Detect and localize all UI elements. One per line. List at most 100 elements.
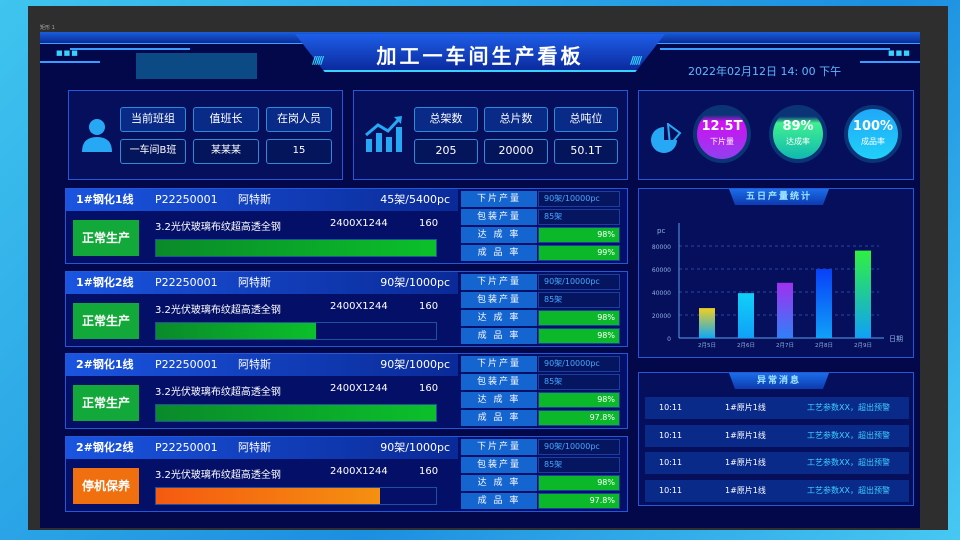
product-name: 3.2光伏玻璃布纹超高透全钢	[155, 469, 281, 481]
stat-label: 成 品 率	[461, 410, 537, 426]
total-pieces-label: 总片数	[484, 107, 548, 132]
alert-line: 1#原片1线	[725, 430, 766, 440]
stat-value: 85架	[538, 456, 620, 473]
x-tick-label: 2月7日	[776, 342, 794, 349]
order-number: P22250001	[155, 275, 218, 289]
progress-bar	[155, 321, 437, 340]
rack-count: 45架/5400pc	[380, 193, 450, 206]
production-line-card: 2#钢化1线 P22250001 阿特斯 90架/1000pc 正常生产 3.2…	[65, 353, 628, 429]
customer: 阿特斯	[238, 275, 271, 289]
stat-row: 达 成 率 98%	[461, 474, 621, 491]
alert-row[interactable]: 10:11 1#原片1线 工艺参数XX，超出预警	[645, 397, 909, 419]
gauge-label: 下片量	[710, 137, 734, 146]
product-size: 2400X1244	[330, 465, 388, 477]
stat-label: 下片产量	[461, 273, 537, 290]
stat-label: 下片产量	[461, 438, 537, 455]
gauge-value: 89%	[782, 119, 814, 134]
progress-bar	[155, 486, 437, 505]
gauge-yield: 100% 成品率	[844, 105, 902, 163]
chart-panel: 五日产量统计 0 20000 40000 60000 80000 pc 日期 2月5日 2月6日…	[638, 188, 914, 358]
alert-line: 1#原片1线	[725, 458, 766, 467]
x-tick-label: 2月6日	[737, 342, 755, 349]
rack-count: 90架/1000pc	[380, 358, 450, 371]
stat-label: 下片产量	[461, 191, 537, 207]
product-qty: 160	[419, 465, 439, 477]
dashboard: ■■■ ■■■ 加工一车间生产看板 ///// ///// 2022年02月12…	[40, 32, 920, 528]
alert-message: 工艺参数XX，超出预警	[807, 430, 890, 440]
status-badge: 停机保养	[73, 467, 139, 504]
stripes-icon: /////	[312, 54, 324, 67]
stat-value: 85架	[538, 291, 620, 308]
stat-row: 包装产量 85架	[461, 456, 621, 473]
alert-time: 10:11	[659, 458, 683, 467]
stat-label: 成 品 率	[461, 492, 537, 509]
stat-value: 90架/10000pc	[538, 438, 620, 455]
leader-value: 某某某	[193, 139, 259, 164]
alert-row[interactable]: 10:11 1#原片1线 工艺参数XX，超出预警	[645, 452, 909, 474]
y-tick-label: 80000	[652, 244, 671, 251]
alert-row[interactable]: 10:11 1#原片1线 工艺参数XX，超出预警	[645, 479, 909, 502]
customer: 阿特斯	[238, 440, 271, 454]
dots-icon: ■■■	[888, 49, 911, 57]
product-qty: 160	[419, 300, 439, 312]
stat-value: 85架	[538, 374, 620, 390]
status-badge: 正常生产	[73, 220, 139, 256]
stat-label: 包装产量	[461, 456, 537, 473]
stat-value: 99%	[538, 245, 620, 261]
alert-line: 1#原片1线	[725, 485, 766, 495]
product-name: 3.2光伏玻璃布纹超高透全钢	[155, 387, 281, 398]
gauges-panel: 12.5T 下片量 89% 达成率 100% 成品率	[638, 90, 914, 180]
staff-label: 在岗人员	[266, 107, 332, 132]
bar-chart: 0 20000 40000 60000 80000 pc 日期 2月5日 2月6日 2月7日 2月8…	[652, 223, 903, 349]
staff-value: 15	[266, 139, 332, 164]
pie-chart-icon	[650, 121, 684, 159]
chart-title: 五日产量统计	[729, 189, 829, 205]
order-number: P22250001	[155, 440, 218, 454]
line-name: 1#钢化2线	[76, 275, 134, 289]
stat-row: 达 成 率 98%	[461, 227, 621, 243]
stat-label: 包装产量	[461, 291, 537, 308]
alert-row[interactable]: 10:11 1#原片1线 工艺参数XX，超出预警	[645, 424, 909, 447]
stat-value: 98%	[538, 474, 620, 491]
shift-panel: 当前班组 值班长 在岗人员 一车间B班 某某某 15	[68, 90, 343, 180]
stat-value: 98%	[538, 227, 620, 243]
stat-label: 包装产量	[461, 209, 537, 225]
gauge-value: 12.5T	[701, 119, 743, 134]
customer: 阿特斯	[238, 358, 271, 371]
product-size: 2400X1244	[330, 383, 388, 394]
rack-count: 90架/1000pc	[380, 275, 450, 289]
order-number: P22250001	[155, 193, 218, 206]
gauge-value: 100%	[852, 119, 894, 134]
stat-value: 85架	[538, 209, 620, 225]
stat-row: 包装产量 85架	[461, 374, 621, 390]
stat-value: 98%	[538, 309, 620, 326]
alerts-title: 异常消息	[729, 373, 829, 389]
header-decor-line	[40, 61, 100, 63]
stat-row: 下片产量 90架/10000pc	[461, 438, 621, 455]
alert-line: 1#原片1线	[725, 403, 766, 412]
gauge-output: 12.5T 下片量	[693, 105, 751, 163]
line-header: 1#钢化1线 P22250001 阿特斯 45架/5400pc	[66, 189, 458, 211]
bar	[699, 308, 715, 338]
product-qty: 160	[419, 218, 439, 229]
stat-row: 成 品 率 97.8%	[461, 410, 621, 426]
y-tick-label: 20000	[652, 313, 671, 320]
stat-label: 包装产量	[461, 374, 537, 390]
y-axis-label: pc	[657, 227, 665, 235]
header-decor-line	[70, 48, 190, 50]
stat-value: 90架/10000pc	[538, 273, 620, 290]
x-tick-label: 2月8日	[815, 342, 833, 349]
customer: 阿特斯	[238, 193, 271, 206]
user-icon	[81, 117, 113, 157]
y-tick-label: 40000	[652, 290, 671, 297]
alert-time: 10:11	[659, 403, 683, 412]
stat-label: 达 成 率	[461, 309, 537, 326]
bar	[855, 250, 871, 338]
production-line-card: 1#钢化1线 P22250001 阿特斯 45架/5400pc 正常生产 3.2…	[65, 188, 628, 264]
order-number: P22250001	[155, 358, 218, 371]
header-decor-line	[660, 48, 890, 50]
stat-label: 达 成 率	[461, 474, 537, 491]
alert-time: 10:11	[659, 430, 683, 440]
alert-message: 工艺参数XX，超出预警	[807, 485, 890, 495]
product-size: 2400X1244	[330, 300, 388, 312]
